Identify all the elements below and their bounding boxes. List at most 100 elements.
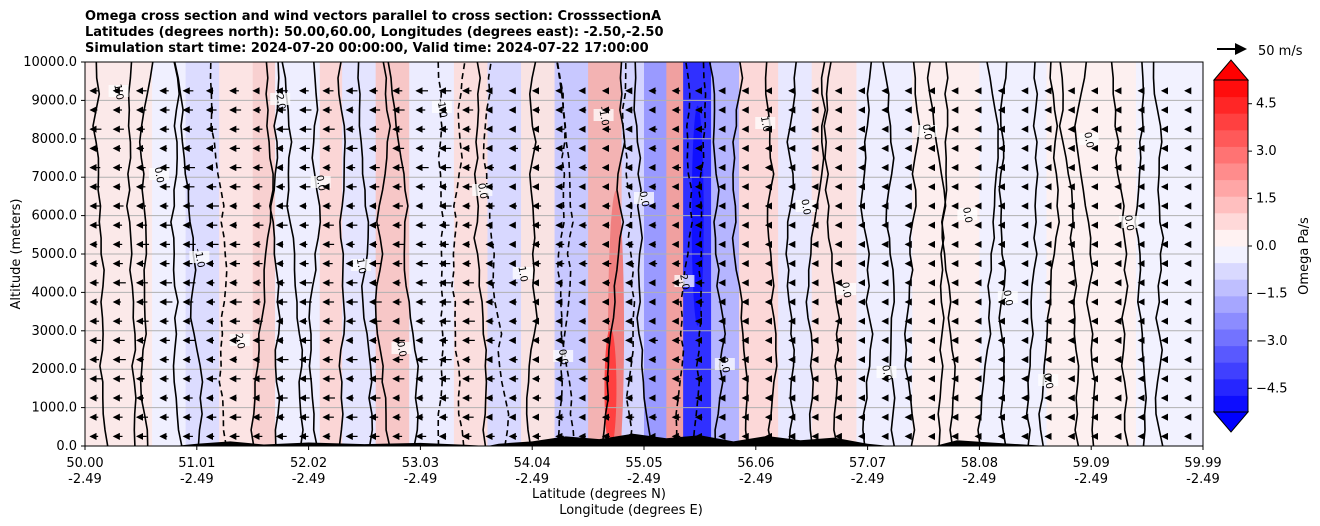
- colorbar-tick-label-6: −4.5: [1256, 381, 1288, 396]
- x-tick-label-lat-0: 50.00: [66, 456, 103, 471]
- contour-line-33: [882, 62, 896, 446]
- x-tick-label-lon-3: -2.49: [404, 472, 438, 487]
- x-tick-label-lon-4: -2.49: [515, 472, 549, 487]
- x-axis-label-latitude: Latitude (degrees N): [532, 487, 666, 502]
- x-tick-label-lon-10: -2.49: [1186, 472, 1220, 487]
- colorbar-segment-5: [1214, 312, 1248, 330]
- y-tick-label-4: 4000.0: [32, 285, 78, 300]
- colorbar-segment-1: [1214, 378, 1248, 396]
- x-tick-label-lat-10: 59.99: [1184, 456, 1221, 471]
- colorbar-tick-label-1: 3.0: [1256, 144, 1277, 159]
- x-tick-label-lon-0: -2.49: [68, 472, 102, 487]
- colorbar-segment-7: [1214, 279, 1248, 297]
- colorbar: 4.5 3.0 1.5 0.0 −1.5 −3.0 −4.5: [1212, 59, 1288, 433]
- x-tick-label-lat-8: 58.08: [961, 456, 998, 471]
- colorbar-segment-10: [1214, 229, 1248, 247]
- x-tick-label-lon-2: -2.49: [292, 472, 326, 487]
- y-axis-ticks: 0.0 1000.0 2000.0 3000.0 4000.0 5000.0 6000.0 7…: [23, 55, 85, 454]
- colorbar-segment-14: [1214, 163, 1248, 181]
- colorbar-segment-16: [1214, 129, 1248, 147]
- colorbar-segment-0: [1214, 395, 1248, 413]
- vector-key-label: 50 m/s: [1258, 44, 1303, 59]
- colorbar-tick-label-3: 0.0: [1256, 239, 1277, 254]
- contour-line-10: [337, 62, 346, 446]
- contour-label-2: -1.0: [192, 248, 206, 269]
- contour-label-21: 0.0: [960, 206, 974, 224]
- contour-label-10: 1.0: [515, 265, 529, 283]
- terrain-silhouette: [85, 433, 1203, 446]
- contour-label-bg-19: [876, 366, 897, 378]
- colorbar-segment-19: [1214, 80, 1248, 98]
- colorbar-extend-high: [1212, 59, 1250, 81]
- contour-line-20: [556, 62, 576, 446]
- colorbar-segment-15: [1214, 146, 1248, 164]
- contour-line-1: [125, 62, 137, 446]
- contour-line-12: [374, 62, 392, 446]
- contour-label-4: -2.0: [273, 90, 287, 111]
- contour-label-bg-4: [270, 93, 291, 105]
- terrain: [85, 433, 1203, 446]
- colorbar-segment-4: [1214, 329, 1248, 347]
- colorbar-extend-low: [1212, 411, 1250, 433]
- colorbar-segment-9: [1214, 246, 1248, 264]
- colorbar-segment-2: [1214, 362, 1248, 380]
- x-tick-label-lat-1: 51.01: [178, 456, 215, 471]
- x-tick-label-lat-7: 57.07: [849, 456, 886, 471]
- x-tick-label-lat-6: 56.06: [737, 456, 774, 471]
- y-tick-label-6: 6000.0: [32, 209, 78, 224]
- y-axis-label: Altitude (meters): [9, 199, 24, 310]
- contour-label-18: 0.0: [839, 281, 853, 299]
- contour-label-17: 0.0: [798, 198, 812, 216]
- colorbar-tick-label-2: 1.5: [1256, 192, 1277, 207]
- colorbar-tick-label-5: −3.0: [1256, 334, 1288, 349]
- colorbar-segment-6: [1214, 295, 1248, 313]
- omega-positive-core-low: [604, 328, 617, 446]
- vector-key: 50 m/s: [1217, 43, 1303, 59]
- colorbar-segment-13: [1214, 179, 1248, 197]
- x-tick-label-lat-5: 55.05: [625, 456, 662, 471]
- x-axis-label-longitude: Longitude (degrees E): [559, 503, 703, 518]
- x-tick-label-lon-7: -2.49: [851, 472, 885, 487]
- x-tick-label-lat-2: 52.02: [290, 456, 327, 471]
- x-tick-label-lat-4: 54.04: [514, 456, 551, 471]
- colorbar-tick-label-0: 4.5: [1256, 97, 1277, 112]
- x-axis-ticks: 50.00-2.4951.01-2.4952.02-2.4953.03-2.49…: [66, 446, 1222, 487]
- x-tick-label-lon-5: -2.49: [627, 472, 661, 487]
- omega-filled-contours: [85, 62, 1203, 446]
- contour-label-bg-10: [512, 267, 533, 279]
- contour-line-23: [633, 62, 653, 446]
- chart-title-line-3: Simulation start time: 2024-07-20 00:00:…: [85, 41, 649, 56]
- y-tick-label-7: 7000.0: [32, 170, 78, 185]
- y-tick-label-0: 0.0: [56, 439, 77, 454]
- contour-label-bg-17: [795, 200, 816, 212]
- contour-label-13: 0.0: [637, 190, 651, 208]
- x-tick-label-lon-6: -2.49: [739, 472, 773, 487]
- contour-label-bg-13: [634, 192, 654, 204]
- contour-line-35: [937, 62, 949, 446]
- colorbar-tick-label-4: −1.5: [1256, 286, 1288, 301]
- x-tick-label-lat-3: 53.03: [402, 456, 439, 471]
- contour-label-3: 2.0: [233, 332, 247, 350]
- contour-label-bg-6: [351, 259, 372, 271]
- contour-label-24: 0.0: [1081, 131, 1095, 149]
- contour-label-25: 0.0: [1122, 214, 1136, 232]
- contour-line-45: [1152, 62, 1165, 446]
- contour-label-bg-25: [1119, 216, 1140, 228]
- contour-label-bg-7: [391, 342, 412, 354]
- contour-line-9: [308, 62, 322, 446]
- contour-line-3: [170, 62, 183, 446]
- contour-label-bg-14: [674, 275, 695, 287]
- colorbar-label: Omega Pa/s: [1297, 217, 1312, 295]
- contour-label-9: 0.0: [475, 182, 489, 200]
- y-tick-label-9: 9000.0: [32, 93, 78, 108]
- contour-label-7: 0.0: [394, 340, 408, 358]
- colorbar-segment-12: [1214, 196, 1248, 214]
- x-tick-label-lon-8: -2.49: [963, 472, 997, 487]
- chart-title-line-2: Latitudes (degrees north): 50.00,60.00, …: [85, 25, 664, 40]
- x-tick-label-lon-1: -2.49: [180, 472, 214, 487]
- y-tick-label-8: 8000.0: [32, 132, 78, 147]
- y-tick-label-1: 1000.0: [32, 401, 78, 416]
- contour-label-14: 2.0: [677, 273, 691, 291]
- y-tick-label-2: 2000.0: [32, 362, 78, 377]
